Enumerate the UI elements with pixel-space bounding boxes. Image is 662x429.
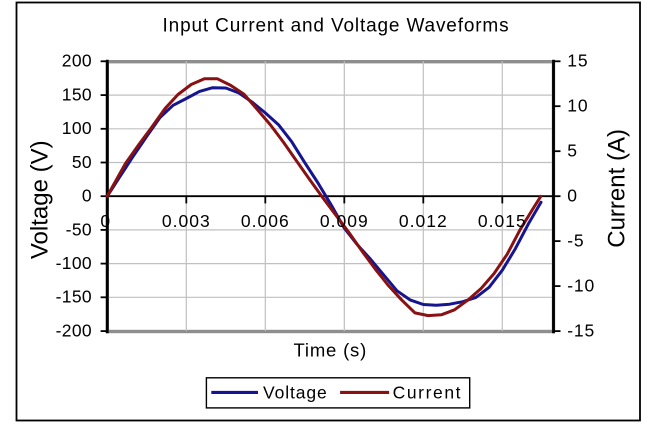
- svg-text:150: 150: [62, 85, 92, 105]
- svg-text:-10: -10: [567, 276, 595, 296]
- svg-text:0: 0: [82, 186, 92, 206]
- svg-text:200: 200: [62, 51, 92, 71]
- svg-text:100: 100: [62, 118, 92, 138]
- svg-text:Current (A): Current (A): [604, 129, 631, 248]
- svg-text:10: 10: [567, 96, 588, 116]
- svg-text:-150: -150: [56, 287, 92, 307]
- svg-text:Voltage: Voltage: [263, 383, 328, 403]
- svg-text:0.003: 0.003: [162, 211, 211, 231]
- svg-text:Voltage (V): Voltage (V): [27, 140, 54, 259]
- svg-text:Current: Current: [393, 383, 463, 403]
- svg-text:0.006: 0.006: [241, 211, 290, 231]
- svg-text:0.009: 0.009: [320, 211, 369, 231]
- svg-text:Input Current and Voltage Wave: Input Current and Voltage Waveforms: [163, 15, 510, 36]
- svg-text:-5: -5: [567, 231, 584, 251]
- svg-text:50: 50: [72, 152, 92, 172]
- svg-text:-100: -100: [56, 253, 92, 273]
- svg-text:0.015: 0.015: [478, 211, 527, 231]
- svg-text:0: 0: [100, 211, 111, 231]
- svg-text:15: 15: [567, 51, 588, 71]
- svg-text:0.012: 0.012: [399, 211, 448, 231]
- svg-text:0: 0: [567, 186, 578, 206]
- svg-text:-15: -15: [567, 321, 595, 341]
- svg-text:Time (s): Time (s): [294, 340, 368, 361]
- svg-text:5: 5: [567, 141, 578, 161]
- svg-text:-50: -50: [66, 219, 92, 239]
- svg-text:-200: -200: [56, 321, 92, 341]
